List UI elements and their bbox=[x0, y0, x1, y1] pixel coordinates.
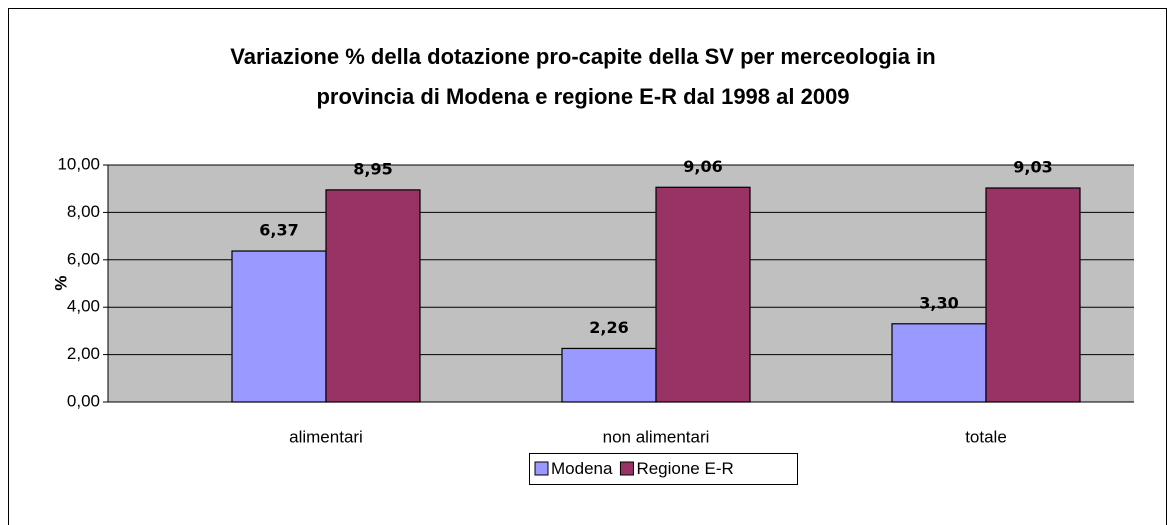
x-tick-label: totale bbox=[965, 427, 1007, 446]
legend bbox=[529, 453, 798, 485]
legend-label: Regione E-R bbox=[636, 459, 733, 478]
data-label: 8,95 bbox=[353, 159, 392, 178]
bar bbox=[231, 250, 327, 403]
data-label: 9,03 bbox=[1013, 157, 1052, 176]
bar bbox=[985, 187, 1081, 403]
y-tick-label: 4,00 bbox=[67, 297, 100, 316]
x-tick-label: non alimentari bbox=[603, 427, 710, 446]
bar bbox=[655, 186, 751, 403]
data-label: 9,06 bbox=[683, 157, 722, 176]
y-tick-label: 2,00 bbox=[67, 344, 100, 363]
bar bbox=[891, 323, 987, 403]
legend-swatch bbox=[619, 461, 634, 476]
bar bbox=[325, 189, 421, 403]
y-tick-label: 0,00 bbox=[67, 391, 100, 410]
y-tick-label: 6,00 bbox=[67, 249, 100, 268]
data-label: 2,26 bbox=[589, 318, 628, 337]
chart-title: Variazione % della dotazione pro-capite … bbox=[230, 44, 935, 69]
chart-title: provincia di Modena e regione E-R dal 19… bbox=[316, 84, 849, 109]
legend-label: Modena bbox=[551, 459, 613, 478]
x-tick-label: alimentari bbox=[289, 427, 363, 446]
legend-swatch bbox=[534, 461, 549, 476]
y-axis-label: % bbox=[51, 275, 70, 290]
data-label: 6,37 bbox=[259, 221, 298, 240]
bar bbox=[561, 347, 657, 403]
y-tick-label: 10,00 bbox=[57, 154, 100, 173]
data-label: 3,30 bbox=[919, 293, 958, 312]
y-tick-label: 8,00 bbox=[67, 202, 100, 221]
